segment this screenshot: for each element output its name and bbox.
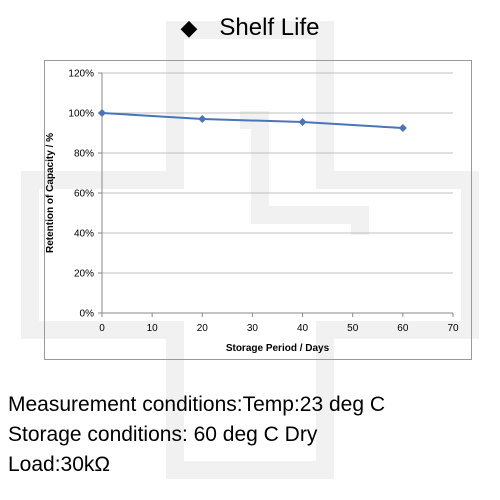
- chart-title: Shelf Life: [219, 14, 320, 41]
- y-tick-label: 0%: [80, 309, 95, 320]
- storage-conditions: Storage conditions: 60 deg C Dry: [8, 423, 318, 446]
- x-tick-label: 60: [397, 323, 409, 334]
- x-tick-label: 0: [99, 323, 105, 334]
- shelf-life-chart: 0% 20% 40% 60% 80% 100% 120% 0 10 20 30 40 50 60 70 Sto…: [45, 69, 459, 355]
- chart-frame: [44, 60, 472, 360]
- x-tick-label: 40: [297, 323, 309, 334]
- x-tick-label: 20: [197, 323, 209, 334]
- y-tick-label: 60%: [74, 189, 94, 200]
- y-tick-label: 100%: [68, 109, 94, 120]
- series-line: [101, 112, 403, 129]
- data-point-marker: [398, 124, 407, 132]
- y-tick-label: 120%: [68, 69, 94, 80]
- y-axis-title: Retention of Capacity / %: [45, 133, 56, 253]
- x-tick-label: 30: [247, 323, 259, 334]
- diamond-bullet-icon: ◆: [180, 15, 198, 40]
- data-point-marker: [298, 118, 307, 126]
- measurement-conditions: Measurement conditions:Temp:23 deg C: [8, 393, 386, 416]
- conditions-notes: Measurement conditions:Temp:23 deg C Sto…: [8, 390, 498, 480]
- y-tick-label: 20%: [74, 269, 94, 280]
- x-axis-title: Storage Period / Days: [226, 343, 330, 354]
- x-tick-label: 70: [447, 323, 459, 334]
- x-tick-label: 10: [147, 323, 159, 334]
- y-tick-label: 80%: [74, 149, 94, 160]
- y-tick-label: 40%: [74, 229, 94, 240]
- chart-title-row: ◆ Shelf Life: [0, 14, 500, 42]
- data-point-marker: [98, 109, 106, 117]
- data-point-marker: [198, 115, 207, 123]
- load-value: Load:30kΩ: [8, 453, 111, 476]
- x-tick-label: 50: [347, 323, 359, 334]
